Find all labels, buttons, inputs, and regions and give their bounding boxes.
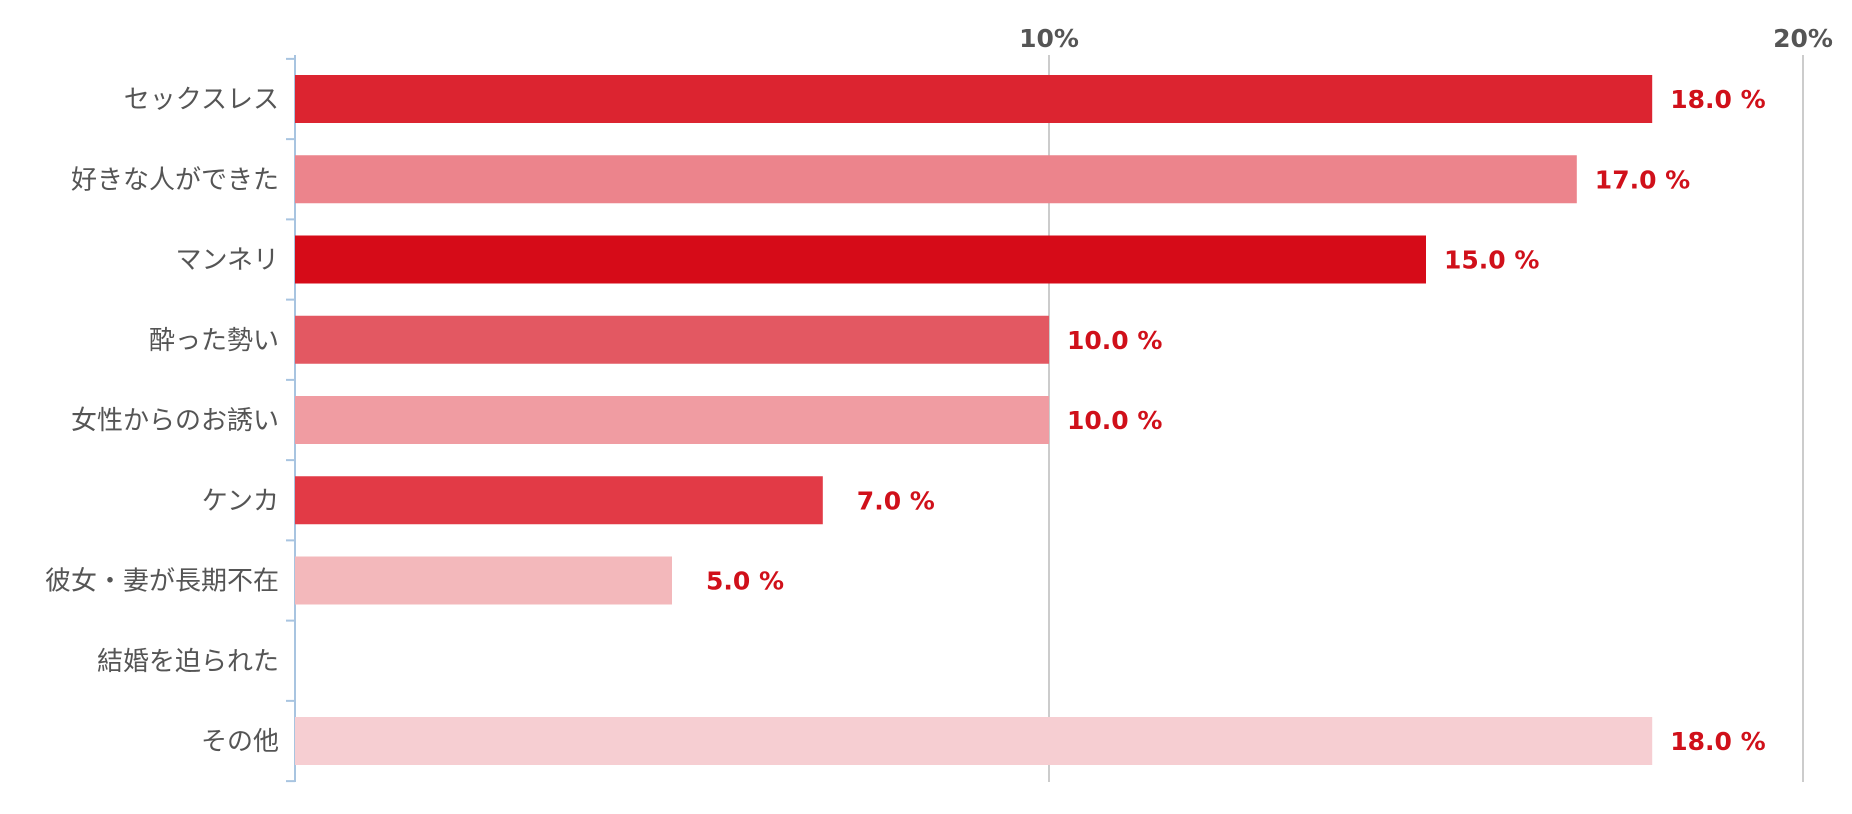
x-tick-label: 10% [1019,24,1079,53]
category-label: 好きな人ができた [71,165,279,195]
bar [295,476,823,525]
value-label: 10.0 % [1067,406,1162,435]
bar [295,717,1653,765]
value-label: 10.0 % [1067,326,1162,355]
category-label: ケンカ [202,486,279,516]
x-tick-labels: 10% 20% [1019,24,1833,53]
value-label: 5.0 % [706,567,784,596]
value-labels: 18.0 % 17.0 % 15.0 % 10.0 % 10.0 % 7.0 % 5.0 %… [706,85,1766,756]
y-axis [286,55,296,783]
bars [295,75,1653,765]
category-label: 酔った勢い [149,326,279,356]
bar [295,315,1049,364]
category-label: マンネリ [176,246,279,276]
value-label: 7.0 % [857,486,935,515]
bar [295,235,1426,284]
category-label: 彼女・妻が長期不在 [45,567,279,597]
x-tick-label: 20% [1773,24,1833,53]
value-label: 18.0 % [1670,727,1765,756]
value-label: 18.0 % [1670,85,1765,114]
category-labels: セックスレス好きな人ができたマンネリ酔った勢い女性からのお誘いケンカ彼女・妻が長… [45,85,279,757]
category-label: 結婚を迫られた [97,647,279,677]
bar [295,155,1577,204]
category-label: その他 [201,727,279,757]
value-label: 17.0 % [1595,165,1690,194]
bar [295,75,1653,123]
bar [295,556,672,605]
value-label: 15.0 % [1444,246,1539,275]
category-label: セックスレス [124,85,279,115]
bar [295,396,1049,444]
category-label: 女性からのお誘い [71,406,279,436]
